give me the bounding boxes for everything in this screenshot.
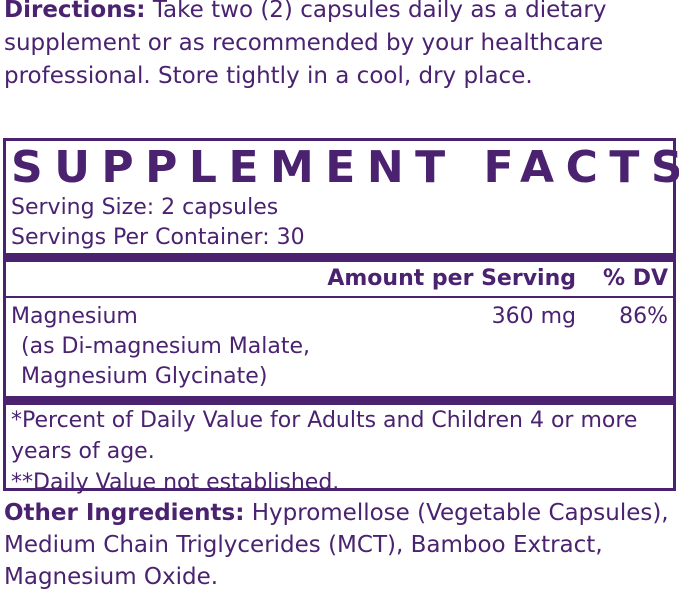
serving-size: Serving Size: 2 capsules	[11, 195, 279, 220]
footnote: *Percent of Daily Value for Adults and C…	[11, 408, 638, 464]
divider	[6, 296, 673, 298]
supplement-facts: SUPPLEMENT FACTS Serving Size: 2 capsule…	[3, 138, 679, 495]
dv-header: % DV	[603, 266, 668, 291]
divider	[6, 396, 673, 405]
servings-per-container: Servings Per Container: 30	[11, 225, 305, 250]
nutrient-dv: 86%	[619, 304, 668, 329]
other-ingredients: Other Ingredients: Hypromellose (Vegetab…	[0, 497, 679, 593]
nutrient-name: Magnesium	[11, 304, 138, 329]
footnotes: *Percent of Daily Value for Adults and C…	[11, 405, 668, 498]
nutrient-detail: (as Di-magnesium Malate, Magnesium Glyci…	[21, 334, 311, 389]
footnote: **Daily Value not established.	[11, 470, 340, 495]
facts-header: Amount per Serving % DV	[11, 262, 668, 296]
nutrient-row: Magnesium 360 mg 86%	[11, 298, 668, 332]
other-label: Other Ingredients:	[4, 500, 245, 526]
facts-title: SUPPLEMENT FACTS	[11, 142, 679, 193]
divider	[6, 253, 673, 262]
nutrient-amount: 360 mg	[491, 304, 576, 329]
directions-text: Take two (2) capsules daily as a dietary…	[4, 0, 607, 89]
other-text: Hypromellose (Vegetable Capsules), Mediu…	[4, 500, 669, 590]
facts-rows: Magnesium 360 mg 86% (as Di-magnesium Malat…	[11, 298, 668, 392]
directions-label: Directions:	[4, 0, 146, 23]
amount-header: Amount per Serving	[327, 266, 576, 291]
directions: Directions: Take two (2) capsules daily …	[0, 0, 679, 134]
